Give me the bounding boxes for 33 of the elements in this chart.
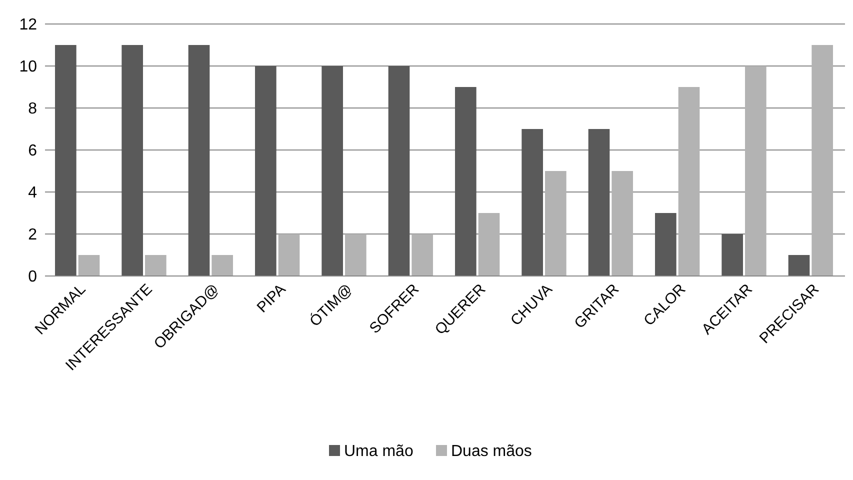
bar <box>388 66 410 276</box>
bar <box>722 234 743 276</box>
legend-label: Duas mãos <box>451 443 532 460</box>
y-tick-label: 0 <box>28 268 38 286</box>
bar <box>322 66 343 276</box>
bar <box>212 255 233 276</box>
legend-label: Uma mão <box>344 443 414 460</box>
bar <box>188 45 210 276</box>
bar <box>55 45 76 276</box>
bar <box>455 87 476 276</box>
bar <box>788 255 810 276</box>
y-tick-label: 4 <box>28 184 38 202</box>
y-tick-label: 12 <box>19 16 38 34</box>
bar <box>278 234 300 276</box>
bar <box>588 129 610 276</box>
y-tick-label: 6 <box>28 142 38 160</box>
bar <box>655 213 676 276</box>
y-tick-label: 2 <box>28 226 38 244</box>
bar <box>678 87 700 276</box>
y-tick-label: 8 <box>28 100 38 118</box>
bar <box>145 255 166 276</box>
bar <box>345 234 366 276</box>
bar <box>478 213 500 276</box>
bar <box>255 66 276 276</box>
bar <box>412 234 433 276</box>
bar <box>745 66 766 276</box>
bar <box>78 255 100 276</box>
y-tick-label: 10 <box>19 58 38 76</box>
bar <box>612 171 633 276</box>
bar <box>122 45 143 276</box>
bar <box>812 45 833 276</box>
bar <box>522 129 543 276</box>
bar <box>545 171 566 276</box>
